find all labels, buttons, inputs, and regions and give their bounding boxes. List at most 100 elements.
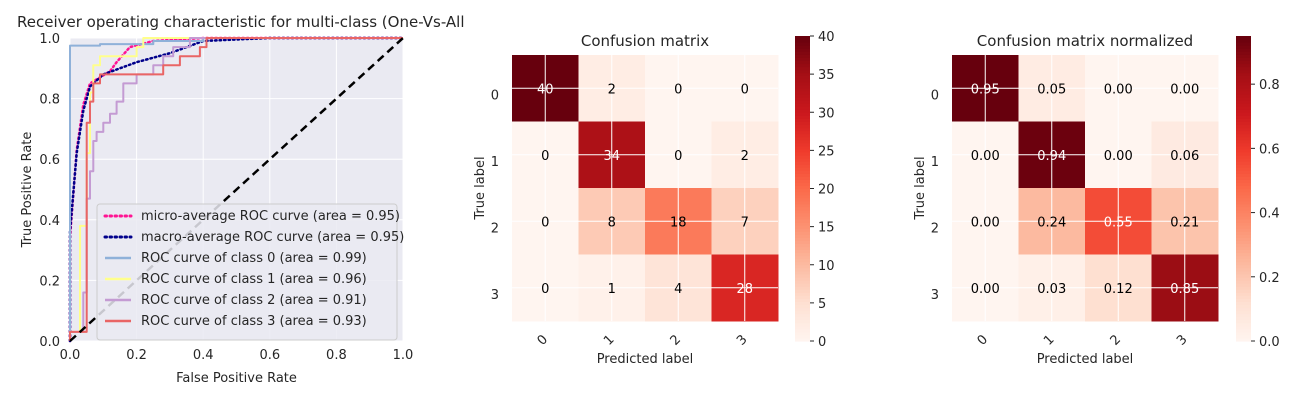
cm-norm-colorbar-segment (1236, 188, 1251, 193)
cm-raw-colorbar-segment (795, 145, 810, 150)
cm-raw-colorbar-segment (795, 331, 810, 336)
cm-norm-cell-label: 0.12 (1104, 282, 1133, 297)
cm-raw-colorbar-segment (795, 78, 810, 83)
cm-norm-colorbar-segment (1236, 182, 1251, 187)
cm-raw-colorbar-segment (795, 231, 810, 235)
cm-norm-colorbar-segment (1236, 325, 1251, 330)
cm-norm-colorbar-segment (1236, 176, 1251, 180)
cm-norm-colorbar-segment (1236, 87, 1251, 92)
cm-raw-colorbar-segment (795, 243, 810, 248)
cm-raw-colorbar-segment (795, 112, 810, 116)
roc-series-line-5 (69, 37, 403, 341)
roc-y-tick-label: 0.8 (39, 93, 60, 108)
cm-raw-colorbar-segment (795, 151, 810, 156)
cm-raw-x-tick-label: 2 (668, 332, 684, 348)
cm-raw-colorbar-segment (795, 36, 810, 40)
cm-raw-colorbar-segment (795, 319, 810, 324)
cm-norm-colorbar-segment (1236, 148, 1251, 153)
cm-norm-colorbar-segment (1236, 133, 1251, 138)
cm-norm-colorbar-segment (1236, 142, 1251, 147)
cm-raw-colorbar-segment (795, 133, 810, 138)
cm-norm-colorbar-tick-label: 0.8 (1259, 78, 1280, 93)
cm-raw-x-axis-label: Predicted label (597, 352, 694, 367)
cm-raw-colorbar-segment (795, 225, 810, 229)
cm-raw-colorbar-segment (795, 304, 810, 309)
cm-raw-colorbar-segment (795, 212, 810, 217)
cm-norm-colorbar-segment (1236, 194, 1251, 199)
cm-raw-cell-label: 28 (736, 282, 753, 297)
cm-norm-colorbar-segment (1236, 158, 1251, 162)
cm-raw-colorbar-segment (795, 200, 810, 205)
cm-norm-colorbar-segment (1236, 322, 1251, 327)
cm-norm-colorbar-segment (1236, 60, 1251, 65)
cm-norm-colorbar-segment (1236, 237, 1251, 241)
cm-raw-colorbar-segment (795, 249, 810, 254)
cm-raw-colorbar-segment (795, 280, 810, 284)
cm-norm-colorbar-segment (1236, 200, 1251, 205)
cm-raw-colorbar-segment (795, 283, 810, 287)
cm-raw-y-tick-label: 0 (491, 88, 499, 103)
cm-norm-colorbar-segment (1236, 185, 1251, 190)
cm-norm-colorbar-segment (1236, 39, 1251, 43)
cm-norm-colorbar-segment (1236, 215, 1251, 220)
cm-raw-colorbar-segment (795, 118, 810, 122)
cm-raw-cell-label: 0 (674, 82, 682, 97)
cm-raw-colorbar-segment (795, 87, 810, 92)
cm-norm-colorbar-segment (1236, 90, 1251, 95)
cm-norm-colorbar-segment (1236, 93, 1251, 98)
cm-raw-colorbar-segment (795, 292, 810, 296)
cm-norm-colorbar-segment (1236, 197, 1251, 202)
cm-norm-cell-label: 0.00 (1170, 82, 1199, 97)
cm-norm-cell-label: 0.00 (971, 215, 1000, 230)
cm-norm-colorbar-segment (1236, 331, 1251, 336)
cm-norm-colorbar-segment (1236, 48, 1251, 52)
cm-norm-cell-label: 0.05 (1037, 82, 1066, 97)
cm-raw-colorbar-tick-label: 15 (818, 221, 835, 236)
cm-raw-colorbar-segment (795, 301, 810, 305)
cm-norm-cell-label: 0.00 (971, 282, 1000, 297)
cm-norm-colorbar-tick-label: 0.4 (1259, 207, 1280, 222)
cm-raw-x-tick-label: 0 (535, 332, 551, 348)
cm-norm-x-tick-label: 3 (1174, 332, 1190, 348)
cm-raw-colorbar-segment (795, 289, 810, 293)
roc-legend-label: ROC curve of class 3 (area = 0.93) (141, 314, 367, 329)
cm-norm-colorbar-segment (1236, 78, 1251, 83)
cm-raw-colorbar-segment (795, 337, 810, 342)
cm-norm-colorbar-segment (1236, 286, 1251, 290)
cm-raw-colorbar-segment (795, 325, 810, 330)
cm-norm-colorbar-segment (1236, 280, 1251, 284)
roc-legend-label: micro-average ROC curve (area = 0.95) (141, 209, 400, 224)
cm-norm-colorbar-segment (1236, 54, 1251, 58)
roc-x-tick-label: 0.8 (326, 348, 347, 363)
cm-norm-colorbar-segment (1236, 109, 1251, 113)
roc-legend-label: ROC curve of class 1 (area = 0.96) (141, 272, 367, 287)
cm-norm-colorbar-segment (1236, 222, 1251, 226)
cm-raw-colorbar-segment (795, 322, 810, 327)
cm-norm-colorbar-segment (1236, 212, 1251, 217)
roc-title: Receiver operating characteristic for mu… (17, 13, 465, 31)
cm-norm-colorbar-segment (1236, 289, 1251, 293)
cm-raw-colorbar-segment (795, 142, 810, 147)
cm-norm-cell-label: 0.00 (1104, 149, 1133, 164)
cm-norm-colorbar-segment (1236, 209, 1251, 214)
cm-norm-cell-label: 0.00 (1104, 82, 1133, 97)
cm-raw-colorbar-segment (795, 307, 810, 312)
cm-norm-cell-label: 0.24 (1037, 215, 1066, 230)
cm-raw-colorbar-segment (795, 206, 810, 211)
cm-raw-colorbar-segment (795, 182, 810, 187)
roc-series-line-6 (69, 37, 404, 342)
cm-norm-colorbar-segment (1236, 258, 1251, 263)
cm-norm-colorbar-segment (1236, 261, 1251, 266)
cm-norm-colorbar-segment (1236, 225, 1251, 229)
cm-norm-y-tick-label: 3 (931, 288, 939, 303)
cm-norm-colorbar-tick-label: 0.0 (1259, 335, 1280, 350)
cm-raw-colorbar-segment (795, 286, 810, 290)
cm-raw-colorbar-segment (795, 203, 810, 208)
cm-raw-colorbar-segment (795, 81, 810, 86)
cm-norm-colorbar-segment (1236, 151, 1251, 156)
cm-raw-colorbar-segment (795, 295, 810, 299)
cm-raw-x-tick-label: 3 (734, 332, 750, 348)
cm-norm-colorbar-segment (1236, 249, 1251, 254)
cm-raw-colorbar-segment (795, 194, 810, 199)
